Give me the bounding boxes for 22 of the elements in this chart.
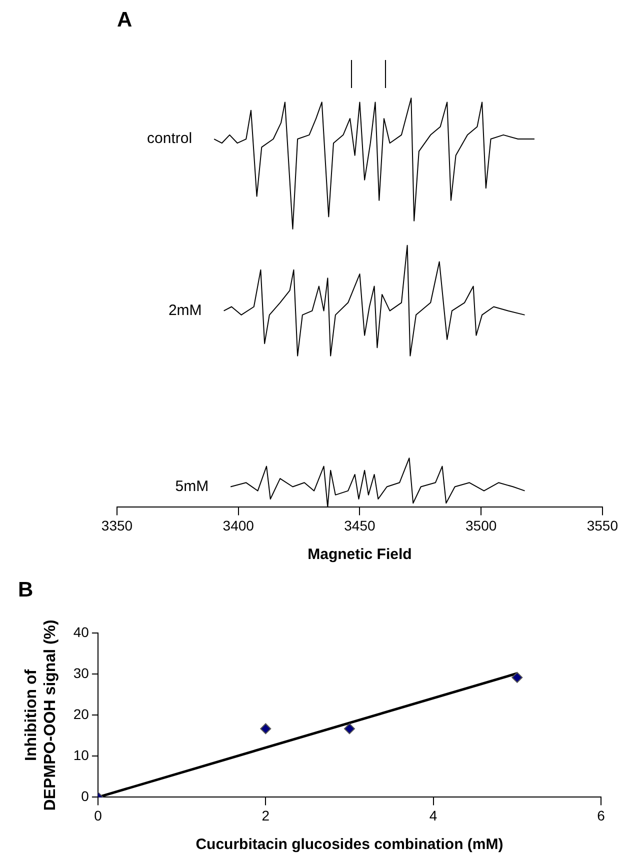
- y-tick-label: 0: [81, 788, 90, 804]
- x-tick-label: 3550: [586, 517, 618, 534]
- y-axis-title: Inhibition of DEPMPO-OOH signal (%): [23, 620, 60, 811]
- y-tick-label: 30: [73, 665, 90, 682]
- x-tick-label: 2: [262, 807, 270, 824]
- x-axis-title: Magnetic Field: [308, 546, 412, 564]
- x-tick-label: 0: [94, 807, 102, 824]
- y-tick-label: 10: [73, 747, 90, 764]
- y-tick-label: 20: [73, 706, 90, 722]
- series-label: 2mM: [168, 302, 202, 319]
- y-tick-label: 40: [73, 624, 90, 640]
- x-tick-label: 3500: [465, 517, 497, 534]
- series-label: 5mM: [175, 478, 209, 495]
- x-tick-label: 3350: [101, 517, 133, 534]
- chart-title: B: [18, 578, 34, 602]
- chart-title: A: [117, 8, 132, 32]
- x-tick-label: 4: [429, 807, 438, 824]
- x-tick-label: 3450: [344, 517, 376, 534]
- x-tick-label: 3400: [222, 517, 254, 534]
- series-label: control: [147, 130, 192, 148]
- x-tick-label: 6: [597, 807, 606, 824]
- x-axis-title: Cucurbitacin glucosides combination (mM): [196, 836, 504, 854]
